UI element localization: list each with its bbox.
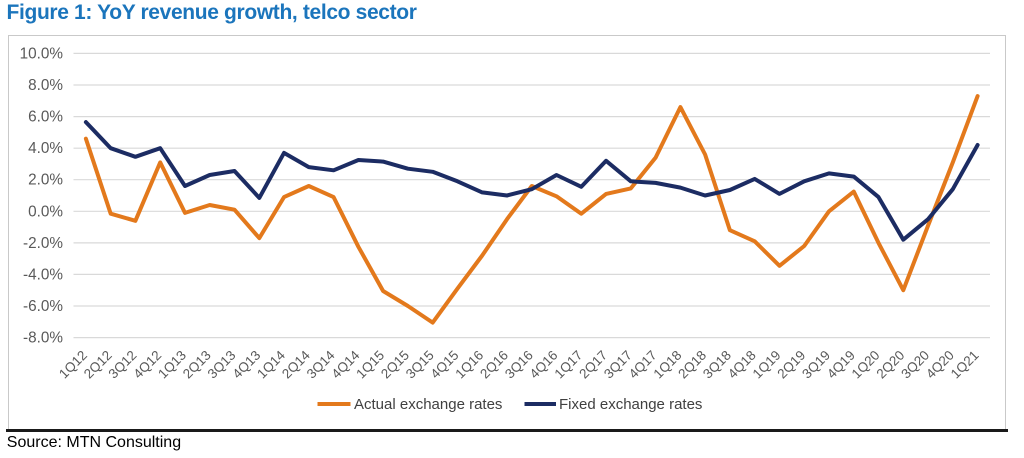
svg-text:4Q12: 4Q12 [130, 348, 164, 382]
svg-text:4.0%: 4.0% [28, 140, 63, 157]
svg-text:3Q18: 3Q18 [700, 348, 734, 382]
svg-text:4Q17: 4Q17 [626, 348, 660, 382]
svg-text:-4.0%: -4.0% [23, 266, 63, 283]
svg-text:Actual exchange rates: Actual exchange rates [354, 396, 502, 413]
svg-text:1Q17: 1Q17 [551, 348, 585, 382]
svg-text:3Q13: 3Q13 [205, 348, 239, 382]
svg-text:1Q15: 1Q15 [353, 348, 387, 382]
svg-text:2Q16: 2Q16 [477, 348, 511, 382]
svg-text:8.0%: 8.0% [28, 77, 63, 94]
svg-text:1Q16: 1Q16 [452, 348, 486, 382]
svg-text:-8.0%: -8.0% [23, 330, 63, 347]
svg-text:4Q18: 4Q18 [725, 348, 759, 382]
svg-text:1Q20: 1Q20 [849, 348, 883, 382]
svg-text:3Q17: 3Q17 [601, 348, 635, 382]
svg-text:3Q19: 3Q19 [799, 348, 833, 382]
svg-text:1Q21: 1Q21 [948, 348, 982, 382]
svg-text:4Q16: 4Q16 [527, 348, 561, 382]
svg-text:0.0%: 0.0% [28, 203, 63, 220]
svg-text:3Q12: 3Q12 [106, 348, 140, 382]
svg-text:-6.0%: -6.0% [23, 298, 63, 315]
svg-text:2Q18: 2Q18 [675, 348, 709, 382]
svg-text:6.0%: 6.0% [28, 109, 63, 126]
svg-text:4Q20: 4Q20 [923, 348, 957, 382]
svg-text:2Q19: 2Q19 [774, 348, 808, 382]
svg-text:2.0%: 2.0% [28, 172, 63, 189]
svg-text:2Q15: 2Q15 [378, 348, 412, 382]
svg-text:1Q12: 1Q12 [56, 348, 90, 382]
svg-text:Fixed exchange rates: Fixed exchange rates [559, 396, 702, 413]
svg-text:2Q13: 2Q13 [180, 348, 214, 382]
svg-text:4Q15: 4Q15 [428, 348, 462, 382]
svg-text:2Q20: 2Q20 [873, 348, 907, 382]
svg-text:-2.0%: -2.0% [23, 235, 63, 252]
svg-text:10.0%: 10.0% [20, 45, 64, 62]
